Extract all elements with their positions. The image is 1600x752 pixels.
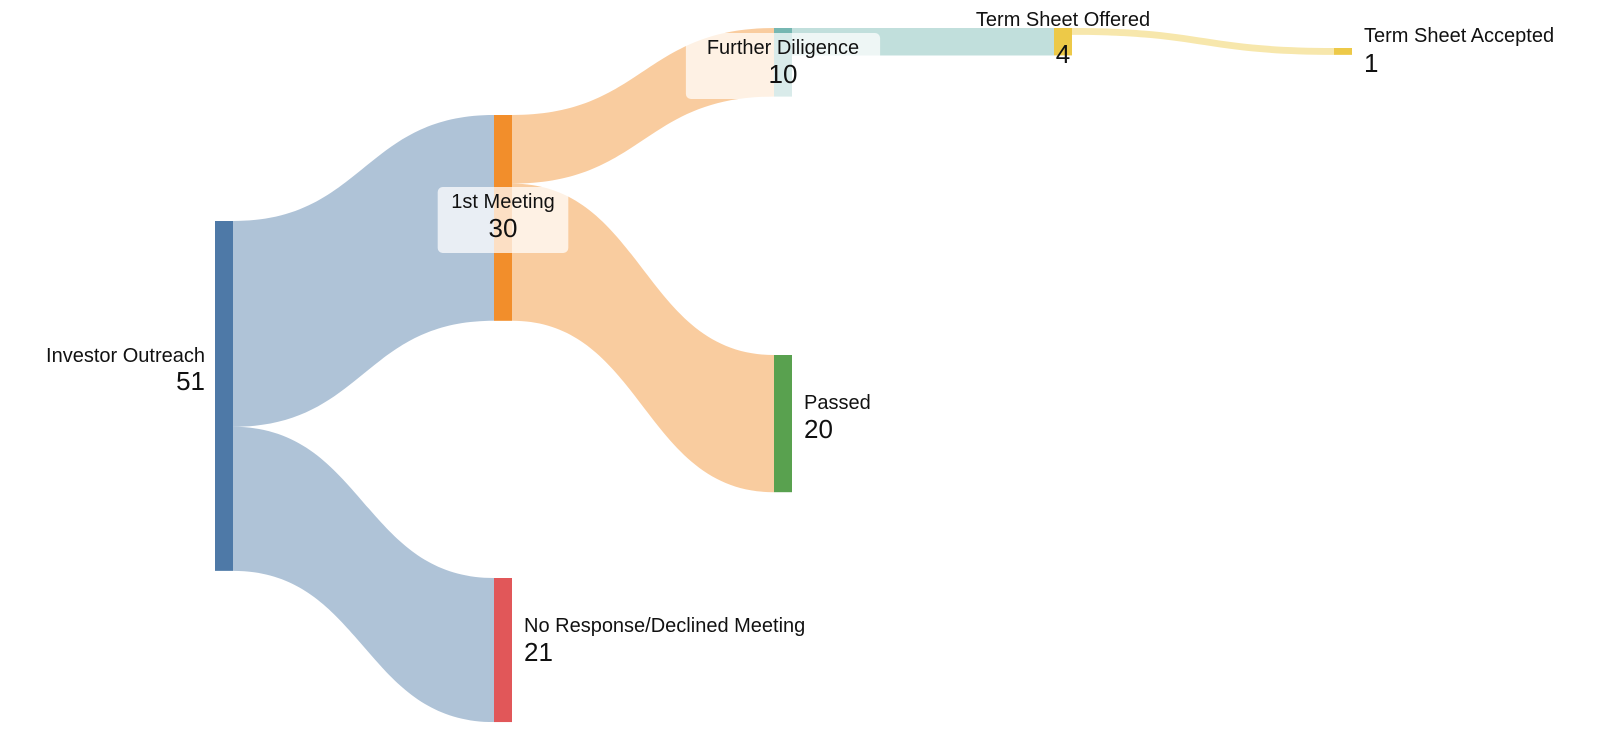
node-label-bg-diligence [685, 33, 881, 99]
node-label-bg-meeting [437, 187, 569, 253]
node-name-outreach: Investor Outreach [46, 345, 205, 367]
node-value-noresp: 21 [524, 637, 553, 667]
node-name-meeting: 1st Meeting [451, 191, 554, 213]
node-value-passed: 20 [804, 414, 833, 444]
node-value-accepted: 1 [1364, 48, 1378, 78]
node-accepted [1334, 48, 1352, 55]
node-name-diligence: Further Diligence [707, 37, 859, 59]
node-value-outreach: 51 [176, 366, 205, 396]
link-outreach-to-noresp [233, 426, 494, 723]
node-label-offered: Term Sheet Offered 4 [976, 9, 1150, 69]
link-meeting-to-passed [512, 183, 774, 493]
node-noresp [494, 578, 512, 723]
node-value-meeting: 30 [489, 213, 518, 243]
node-name-offered: Term Sheet Offered [976, 9, 1150, 31]
node-passed [774, 355, 792, 493]
node-offered [1054, 28, 1072, 56]
node-value-diligence: 10 [769, 59, 798, 89]
link-outreach-to-meeting [233, 115, 494, 427]
link-offered-to-accepted [1072, 28, 1334, 55]
node-outreach [215, 221, 233, 571]
node-name-accepted: Term Sheet Accepted [1364, 25, 1554, 47]
node-value-offered: 4 [1056, 39, 1070, 69]
node-name-noresp: No Response/Declined Meeting [524, 615, 805, 637]
node-name-passed: Passed [804, 392, 871, 414]
